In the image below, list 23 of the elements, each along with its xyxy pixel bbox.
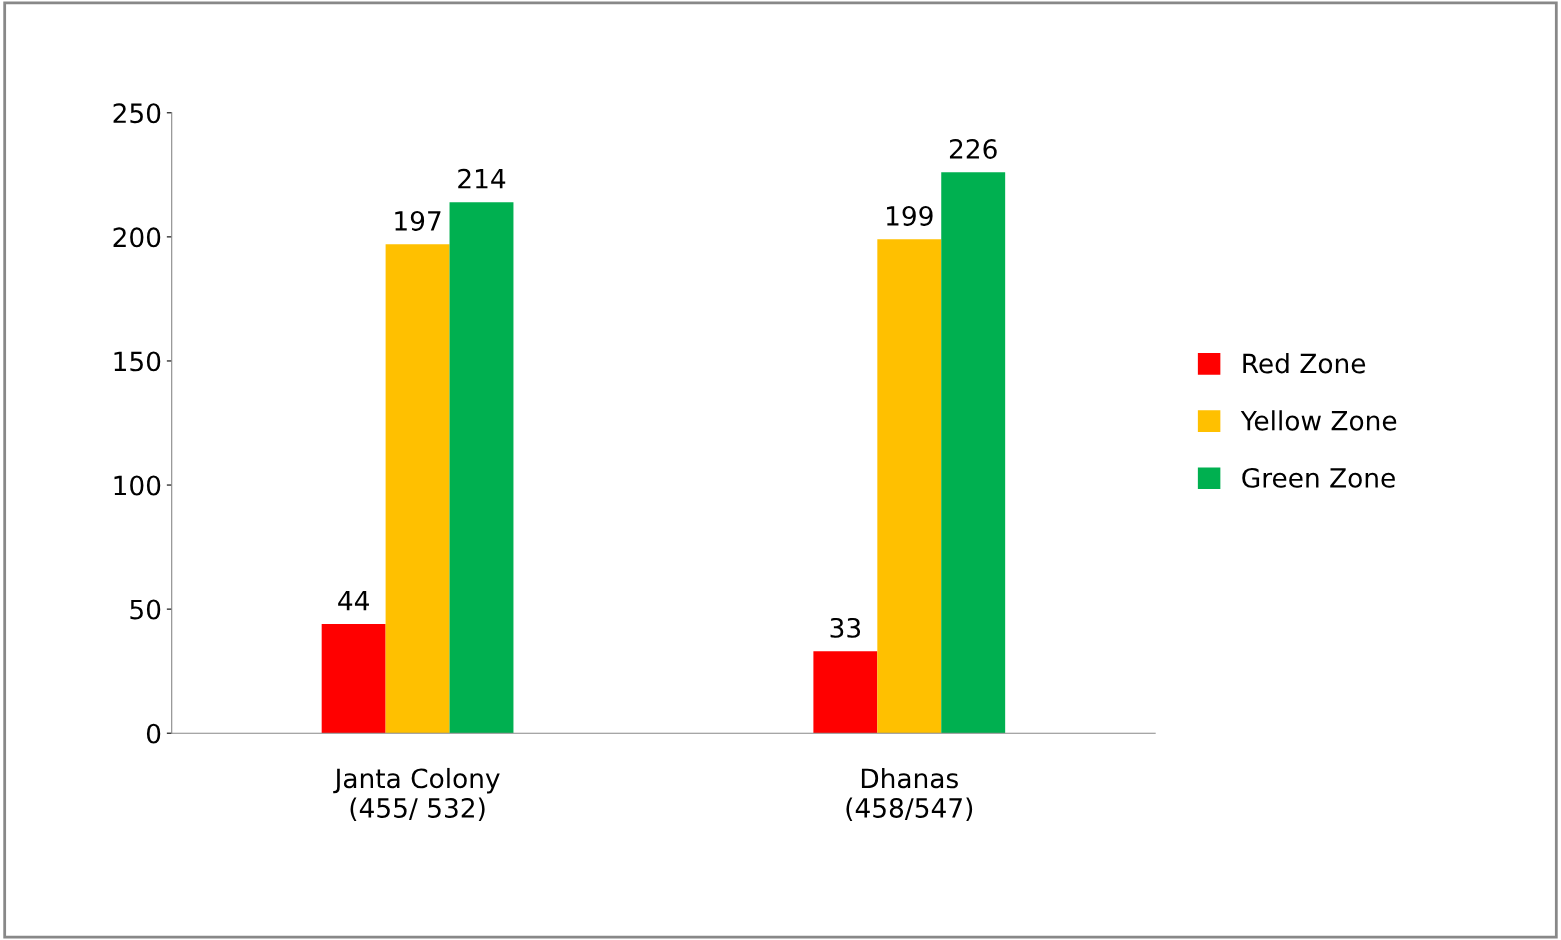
- bar: [877, 239, 942, 734]
- data-label: 44: [338, 590, 369, 611]
- data-label: 33: [830, 617, 861, 638]
- data-label: 214: [458, 168, 506, 189]
- data-label: 226: [949, 138, 997, 159]
- bar: [813, 651, 878, 734]
- data-label: 199: [887, 205, 933, 226]
- y-tick-label: 200: [113, 227, 161, 248]
- legend-label: Green Zone: [1242, 467, 1395, 488]
- x-tick-label: Dhanas (458/547): [846, 767, 973, 821]
- x-tick-label: Janta Colony (455/ 532): [333, 767, 500, 821]
- bar: [941, 172, 1006, 734]
- data-label: 197: [395, 210, 441, 231]
- legend-label: Yellow Zone: [1240, 410, 1397, 431]
- legend-label: Red Zone: [1243, 353, 1366, 374]
- y-tick-label: 150: [114, 351, 161, 372]
- y-tick-label: 0: [146, 723, 161, 744]
- y-tick-label: 100: [114, 475, 161, 496]
- y-tick-label: 250: [113, 103, 161, 124]
- bar: [321, 624, 386, 734]
- bar: [449, 202, 514, 734]
- bar: [385, 244, 450, 734]
- y-tick-label: 50: [130, 599, 161, 620]
